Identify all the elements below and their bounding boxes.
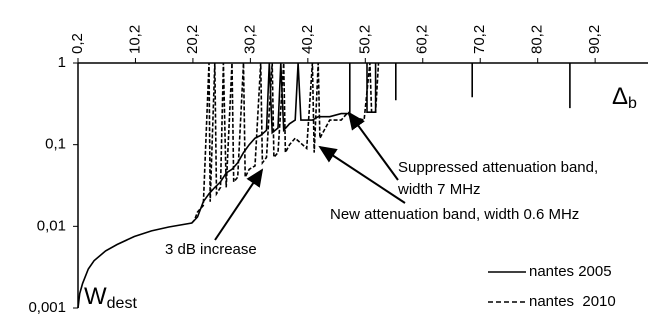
- annotation: width 7 MHz: [397, 181, 481, 198]
- annotation: New attenuation band, width 0.6 MHz: [330, 206, 579, 223]
- x-tick-label: 90,2: [586, 25, 603, 54]
- annotation-arrow: [318, 145, 406, 204]
- series-line: [191, 62, 380, 224]
- legend-label: nantes 2005: [529, 263, 612, 280]
- legend-label: nantes 2010: [529, 293, 616, 310]
- x-tick-label: 30,2: [241, 25, 258, 54]
- y-tick-label: 1: [58, 54, 66, 71]
- x-axis-label: Δb: [612, 83, 637, 112]
- annotation: Suppressed attenuation band,: [398, 159, 598, 176]
- y-tick-label: 0,1: [45, 136, 66, 153]
- x-tick-label: 80,2: [529, 25, 546, 54]
- x-tick-label: 10,2: [126, 25, 143, 54]
- x-tick-label: 20,2: [184, 25, 201, 54]
- x-tick-label: 60,2: [414, 25, 431, 54]
- annotation: 3 dB increase: [165, 241, 257, 258]
- y-tick-label: 0,001: [28, 299, 66, 316]
- x-tick-label: 0,2: [69, 33, 86, 54]
- y-tick-label: 0,01: [37, 217, 66, 234]
- x-tick-label: 40,2: [299, 25, 316, 54]
- annotation-arrow: [347, 111, 399, 181]
- x-tick-label: 70,2: [471, 25, 488, 54]
- y-axis-label: Wdest: [84, 283, 137, 312]
- annotation-arrow: [214, 168, 264, 241]
- x-tick-label: 50,2: [356, 25, 373, 54]
